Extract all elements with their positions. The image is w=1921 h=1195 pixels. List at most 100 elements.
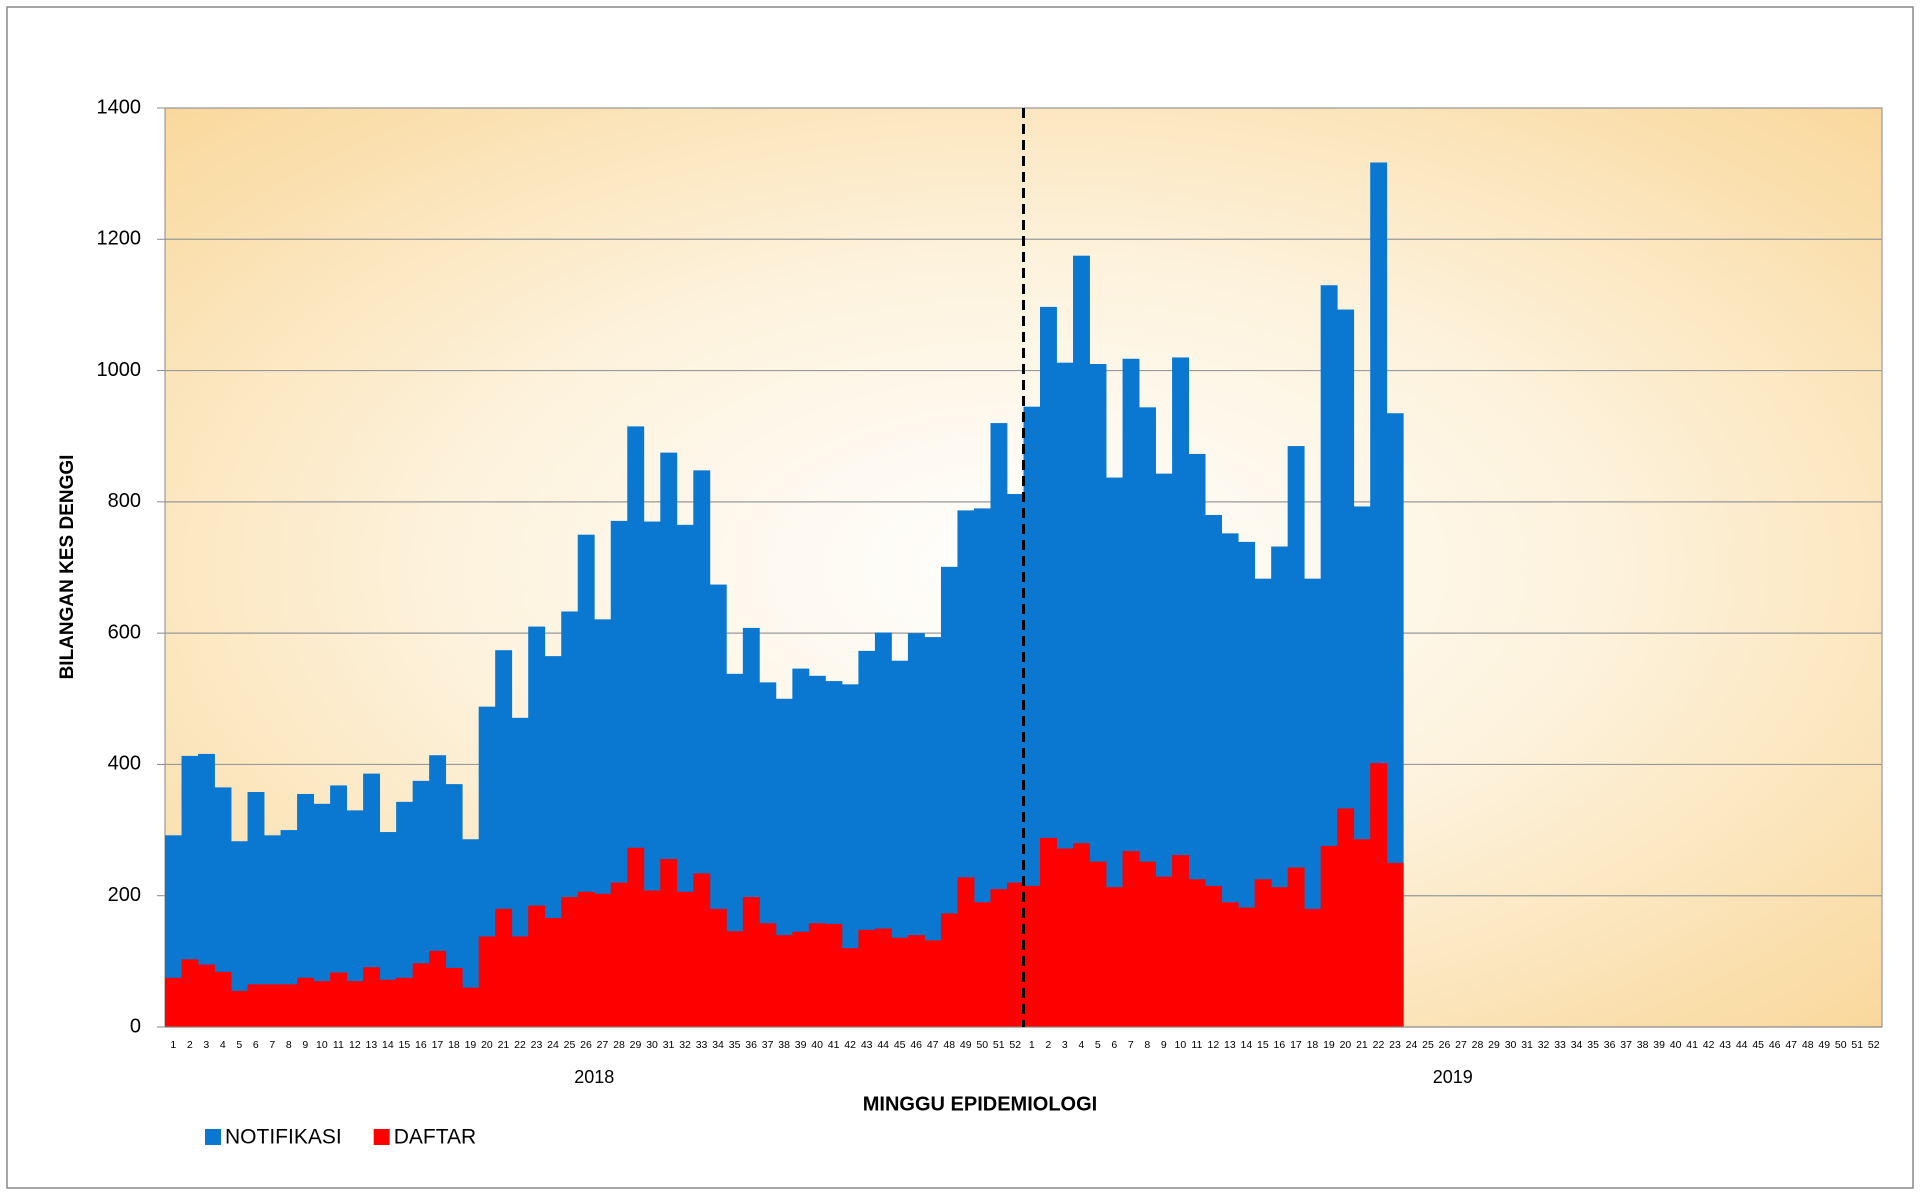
x-tick-label: 46 [1769, 1039, 1781, 1051]
x-tick-label: 48 [943, 1039, 955, 1051]
bar [1238, 541, 1256, 1027]
bar [1320, 285, 1338, 1027]
x-tick-label: 12 [349, 1039, 361, 1051]
x-tick-label: 11 [1191, 1039, 1202, 1051]
x-tick-label: 16 [415, 1039, 427, 1051]
x-tick-label: 32 [679, 1039, 691, 1051]
bar [1006, 882, 1024, 1027]
bar [891, 937, 909, 1027]
x-tick-label: 26 [1439, 1039, 1451, 1051]
x-tick-label: 40 [811, 1039, 823, 1051]
x-tick-label: 18 [1307, 1039, 1319, 1051]
bar [280, 830, 298, 1027]
x-tick-label: 5 [236, 1039, 242, 1051]
y-axis-title: BILANGAN KES DENGGI [57, 455, 78, 680]
bar [709, 908, 727, 1027]
bar [165, 977, 182, 1027]
bar [247, 791, 265, 1027]
x-tick-label: 28 [1472, 1039, 1484, 1051]
x-tick-label: 9 [1161, 1039, 1167, 1051]
x-tick-label: 2 [1045, 1039, 1051, 1051]
x-tick-label: 24 [547, 1039, 559, 1051]
bar [429, 950, 447, 1027]
x-tick-label: 7 [1128, 1039, 1134, 1051]
bar [462, 987, 480, 1027]
bar [396, 801, 414, 1027]
x-tick-label: 19 [465, 1039, 477, 1051]
x-tick-label: 9 [302, 1039, 308, 1051]
bar [742, 897, 760, 1027]
x-tick-label: 14 [382, 1039, 394, 1051]
x-tick-label: 39 [795, 1039, 807, 1051]
x-tick-label: 27 [1455, 1039, 1467, 1051]
bar [495, 908, 513, 1027]
bar [907, 935, 925, 1027]
bar [1155, 876, 1173, 1027]
x-tick-label: 43 [861, 1039, 873, 1051]
x-tick-label: 21 [498, 1039, 510, 1051]
bar [858, 929, 876, 1027]
x-tick-label: 52 [1868, 1039, 1880, 1051]
bar [693, 873, 711, 1027]
y-tick-label: 800 [108, 490, 141, 512]
bar [726, 931, 744, 1027]
x-tick-label: 37 [762, 1039, 774, 1051]
bar [1238, 907, 1256, 1027]
bar [379, 979, 397, 1027]
x-tick-label: 45 [894, 1039, 906, 1051]
x-tick-label: 10 [1174, 1039, 1186, 1051]
x-tick-label: 17 [432, 1039, 444, 1051]
x-tick-label: 49 [1818, 1039, 1830, 1051]
x-tick-label: 35 [729, 1039, 741, 1051]
bar [313, 803, 331, 1027]
x-tick-label: 36 [1604, 1039, 1616, 1051]
bar [1073, 843, 1090, 1027]
x-tick-label: 40 [1670, 1039, 1682, 1051]
bar [973, 508, 991, 1028]
bar [280, 984, 298, 1027]
bar [363, 967, 381, 1027]
bar [1271, 887, 1289, 1027]
bar [1106, 887, 1123, 1027]
y-tick-label: 1000 [97, 359, 142, 381]
bar [1254, 879, 1272, 1027]
x-tick-label: 23 [1389, 1039, 1401, 1051]
bar [841, 948, 859, 1027]
x-tick-label: 29 [1488, 1039, 1500, 1051]
bar [198, 753, 215, 1027]
bar [1023, 406, 1041, 1027]
x-tick-label: 13 [1224, 1039, 1236, 1051]
x-tick-label: 34 [712, 1039, 724, 1051]
x-tick-label: 8 [1144, 1039, 1150, 1051]
x-tick-label: 16 [1274, 1039, 1286, 1051]
x-tick-label: 44 [1736, 1039, 1748, 1051]
bar [445, 784, 463, 1027]
x-tick-label: 2 [187, 1039, 193, 1051]
bar [1221, 902, 1239, 1027]
y-tick-label: 400 [108, 753, 141, 775]
legend-swatch [205, 1129, 221, 1145]
x-tick-label: 22 [1373, 1039, 1385, 1051]
x-tick-label: 3 [203, 1039, 209, 1051]
x-tick-label: 14 [1241, 1039, 1253, 1051]
x-tick-label: 41 [1686, 1039, 1698, 1051]
bar [330, 972, 348, 1027]
bar [1205, 885, 1223, 1027]
bar [181, 755, 199, 1027]
bar [231, 841, 248, 1027]
bar [924, 637, 942, 1027]
bar [181, 959, 199, 1027]
bar [577, 891, 595, 1027]
bar [379, 832, 397, 1027]
x-tick-label: 1 [1029, 1039, 1035, 1051]
bar [264, 984, 281, 1027]
x-tick-label: 30 [1505, 1039, 1517, 1051]
group-label: 2018 [574, 1067, 614, 1087]
bar [874, 928, 892, 1027]
bar [363, 773, 381, 1027]
x-tick-label: 34 [1571, 1039, 1583, 1051]
bar [214, 971, 232, 1027]
x-tick-label: 50 [976, 1039, 988, 1051]
x-tick-label: 20 [481, 1039, 493, 1051]
x-tick-label: 28 [613, 1039, 625, 1051]
